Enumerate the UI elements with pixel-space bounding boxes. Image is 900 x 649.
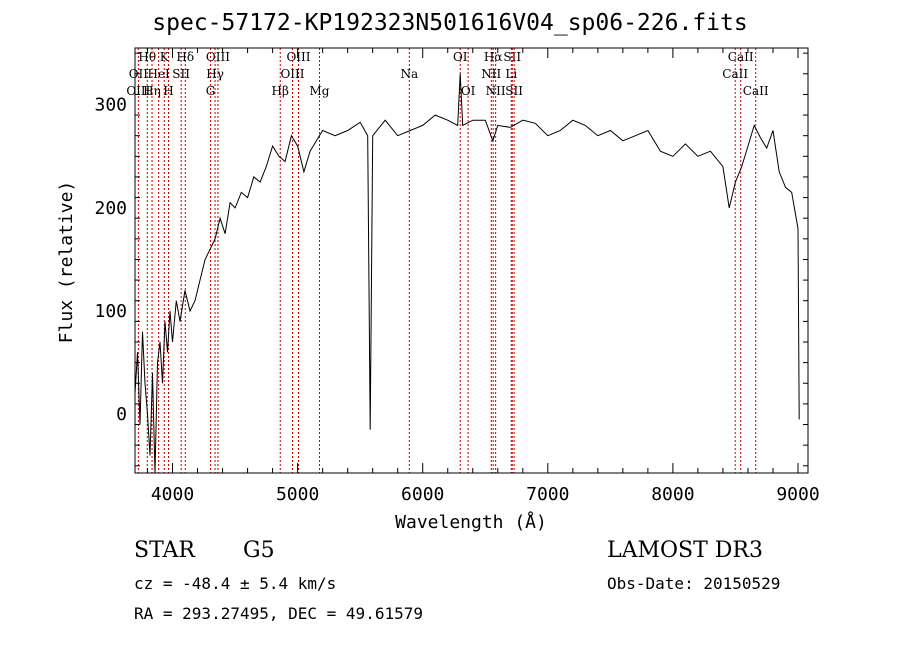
y-tick-label: 300 xyxy=(94,95,127,116)
x-tick-label: 9000 xyxy=(776,484,819,505)
plot-frame xyxy=(134,47,809,474)
spectral-line-label: OIII xyxy=(280,67,304,81)
x-tick-label: 6000 xyxy=(401,484,444,505)
spectral-line-label: Hη xyxy=(143,84,161,98)
spectral-line-label: HeI xyxy=(147,67,170,81)
spectral-line-label: Hγ xyxy=(206,67,224,81)
spectral-line-label: Li xyxy=(505,67,517,81)
redshift-text: cz = -48.4 ± 5.4 km/s xyxy=(134,574,337,593)
spectral-line-label: K xyxy=(160,50,170,64)
spectral-line-label: OIII xyxy=(286,50,310,64)
spectral-line-label: G xyxy=(206,84,216,98)
spectral-line-label: Mg xyxy=(310,84,330,98)
spectral-line-label: OI xyxy=(461,84,476,98)
y-tick-label: 100 xyxy=(94,301,127,322)
spectral-line-label: Hα xyxy=(484,50,503,64)
x-axis-label: Wavelength (Å) xyxy=(395,511,547,533)
chart-title: spec-57172-KP192323N501616V04_sp06-226.f… xyxy=(152,10,748,36)
object-class: STAR xyxy=(134,538,195,563)
y-axis-label: Flux (relative) xyxy=(56,181,77,344)
spectrum-series-line xyxy=(134,73,800,474)
spectral-line-label: OI xyxy=(453,50,468,64)
spectral-line-label: SII xyxy=(505,84,523,98)
x-tick-label: 5000 xyxy=(276,484,319,505)
spectral-line-label: SII xyxy=(172,67,190,81)
x-axis: 4000 5000 6000 7000 8000 9000 xyxy=(147,48,820,505)
spectral-line-label: SII xyxy=(503,50,521,64)
spectral-line-label: NII xyxy=(481,67,501,81)
spectral-line-label: NII xyxy=(486,84,506,98)
spectral-line-label: CaII xyxy=(728,50,754,64)
spectral-line-label: CaII xyxy=(722,67,748,81)
y-axis: 0 100 200 300 xyxy=(94,52,808,467)
spectral-line-label: OIII xyxy=(206,50,230,64)
x-tick-label: 7000 xyxy=(526,484,569,505)
x-tick-label: 4000 xyxy=(151,484,194,505)
y-tick-label: 200 xyxy=(94,198,127,219)
spectral-line-label: H xyxy=(163,84,173,98)
spectral-line-label: Hδ xyxy=(176,50,194,64)
object-subclass: G5 xyxy=(243,538,275,563)
y-tick-label: 0 xyxy=(116,404,127,425)
spectral-line-label: OIII xyxy=(126,84,150,98)
x-tick-label: 8000 xyxy=(651,484,694,505)
spectral-line-label: Na xyxy=(401,67,419,81)
spectral-line-label: CaII xyxy=(743,84,769,98)
survey-name: LAMOST DR3 xyxy=(607,538,763,563)
obs-date-text: Obs-Date: 20150529 xyxy=(607,574,781,593)
spectral-line-label: Hβ xyxy=(272,84,289,98)
coordinates-text: RA = 293.27495, DEC = 49.61579 xyxy=(134,604,423,623)
